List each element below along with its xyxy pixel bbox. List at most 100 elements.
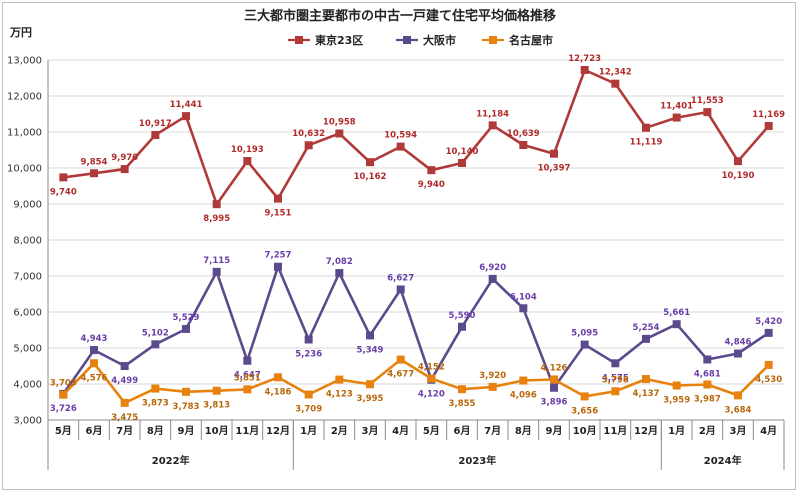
- data-point: [120, 165, 129, 174]
- data-point: [304, 390, 313, 399]
- data-label: 4,943: [81, 334, 108, 344]
- legend-label: 東京23区: [315, 33, 363, 47]
- data-point: [764, 121, 773, 130]
- data-label: 10,193: [231, 145, 264, 155]
- data-label: 4,120: [418, 390, 445, 400]
- data-point: [90, 346, 98, 355]
- data-point: [304, 141, 313, 150]
- data-point: [764, 360, 773, 369]
- legend-item: 東京23区: [288, 33, 363, 47]
- data-label: 3,855: [449, 399, 476, 409]
- legend-label: 大阪市: [423, 33, 456, 47]
- data-point: [396, 355, 405, 364]
- data-label: 11,119: [630, 138, 663, 148]
- data-point: [734, 349, 742, 358]
- data-label: 11,169: [752, 110, 785, 120]
- year-label: 2022年: [152, 454, 190, 467]
- data-point: [488, 382, 497, 391]
- data-label: 4,575: [602, 373, 629, 383]
- data-point: [59, 173, 68, 182]
- data-point: [182, 112, 190, 121]
- legend-item: 名古屋市: [482, 33, 553, 47]
- data-label: 3,987: [694, 394, 721, 404]
- data-label: 3,873: [142, 399, 169, 409]
- year-label: 2023年: [458, 454, 496, 467]
- data-label: 6,104: [510, 292, 537, 302]
- legend-label: 名古屋市: [509, 33, 553, 47]
- data-label: 10,917: [139, 119, 172, 129]
- data-label: 10,140: [446, 147, 479, 157]
- x-tick-label: 2月: [699, 425, 716, 437]
- x-tick-label: 11月: [603, 425, 627, 437]
- x-tick-label: 9月: [546, 425, 563, 437]
- data-point: [366, 331, 374, 340]
- y-tick-label: 12,000: [7, 92, 42, 103]
- data-label: 11,441: [170, 100, 203, 110]
- x-tick-label: 1月: [300, 425, 317, 437]
- data-point: [396, 285, 405, 294]
- data-point: [335, 129, 344, 138]
- data-point: [703, 108, 712, 117]
- y-axis-ticks: 3,000 4,000 5,000 6,000 7,000 8,000 9,000 10,00…: [7, 56, 42, 427]
- data-point: [151, 384, 160, 393]
- y-tick-label: 11,000: [7, 128, 42, 139]
- data-point: [212, 386, 221, 395]
- data-label: 5,102: [142, 328, 169, 338]
- data-label: 4,647: [234, 371, 261, 381]
- data-label: 5,529: [173, 313, 200, 323]
- data-point: [734, 391, 742, 400]
- data-label: 5,236: [295, 350, 322, 360]
- data-point: [611, 79, 620, 88]
- data-label: 10,958: [323, 118, 356, 128]
- data-label: 10,162: [354, 172, 387, 182]
- data-point: [611, 387, 620, 396]
- chart-title: 三大都市圏主要都市の中古一戸建て住宅平均価格推移: [244, 8, 556, 24]
- data-label: 10,397: [538, 164, 571, 174]
- data-label: 5,590: [449, 311, 476, 321]
- series-line: [63, 68, 770, 206]
- data-point: [366, 158, 374, 167]
- data-point: [120, 362, 129, 371]
- data-point: [734, 157, 742, 166]
- data-point: [182, 387, 190, 396]
- data-label: 3,995: [357, 394, 384, 404]
- data-label: 5,661: [663, 308, 690, 318]
- data-label: 5,095: [571, 329, 598, 339]
- data-label: 3,851: [234, 373, 261, 383]
- data-label: 7,115: [203, 256, 230, 266]
- data-point: [427, 374, 436, 383]
- data-point: [672, 113, 681, 122]
- series-3: [59, 355, 773, 407]
- data-label: 3,920: [479, 371, 506, 381]
- data-label: 4,186: [265, 387, 292, 397]
- data-point: [642, 375, 650, 384]
- x-tick-label: 8月: [147, 425, 164, 437]
- data-label: 3,703: [50, 379, 77, 389]
- legend: 東京23区 大阪市 名古屋市: [288, 33, 553, 47]
- data-label: 3,813: [203, 401, 230, 411]
- data-label: 3,959: [663, 395, 690, 405]
- x-tick-label: 7月: [484, 425, 501, 437]
- data-label: 9,740: [50, 187, 77, 197]
- data-point: [611, 359, 620, 368]
- data-label: 4,530: [755, 375, 782, 385]
- data-label: 4,123: [326, 390, 353, 400]
- data-point: [550, 375, 558, 384]
- y-tick-label: 13,000: [7, 56, 42, 67]
- data-point: [120, 398, 129, 407]
- x-tick-label: 11月: [235, 425, 259, 437]
- y-tick-label: 7,000: [13, 272, 42, 283]
- y-tick-label: 9,000: [13, 200, 42, 211]
- data-point: [642, 334, 650, 343]
- data-point: [458, 322, 466, 331]
- x-tick-label: 3月: [362, 425, 379, 437]
- data-point: [366, 380, 374, 389]
- series-1: [59, 65, 773, 209]
- data-point: [519, 140, 528, 149]
- data-point: [243, 157, 252, 166]
- data-label: 4,499: [111, 376, 138, 386]
- data-label: 3,726: [50, 404, 77, 414]
- x-tick-label: 6月: [86, 425, 103, 437]
- x-tick-label: 9月: [178, 425, 195, 437]
